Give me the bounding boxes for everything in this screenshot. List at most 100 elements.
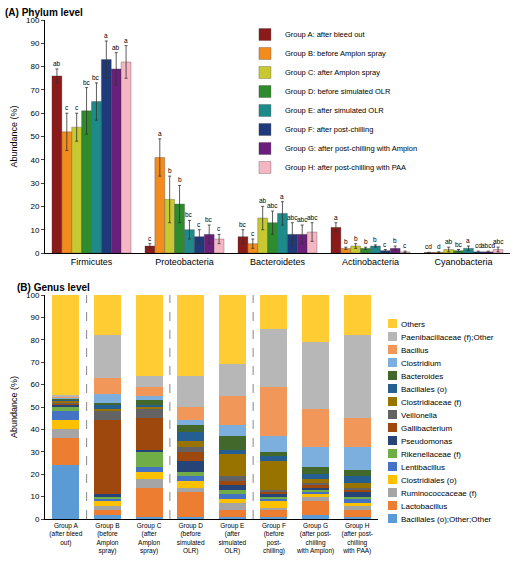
svg-text:bc: bc: [455, 241, 463, 248]
svg-text:abcd: abcd: [481, 242, 495, 249]
svg-text:70: 70: [30, 86, 39, 95]
svg-text:(B) Genus level: (B) Genus level: [17, 282, 90, 293]
svg-text:ab: ab: [112, 44, 120, 51]
svg-text:c: c: [65, 104, 69, 111]
svg-text:bc: bc: [185, 211, 193, 218]
html-text:Lentibacillus: Lentibacillus: [401, 463, 445, 472]
svg-text:abc: abc: [267, 202, 278, 209]
html-text:Bacillales (o): Bacillales (o): [401, 385, 447, 394]
svg-text:100: 100: [26, 291, 40, 300]
svg-text:ab: ab: [259, 197, 267, 204]
svg-text:bc: bc: [92, 74, 100, 81]
svg-text:Proteobacteria: Proteobacteria: [155, 257, 214, 267]
svg-text:Group H(after post-chillingwit: Group H(after post-chillingwith PAA): [341, 522, 372, 555]
html-text:Clostridiales (o): Clostridiales (o): [401, 476, 457, 485]
svg-text:Group E: after simulated OLR: Group E: after simulated OLR: [285, 106, 384, 115]
svg-text:a: a: [466, 237, 470, 244]
svg-text:b: b: [393, 237, 397, 244]
svg-text:abc: abc: [307, 214, 318, 221]
svg-text:60: 60: [30, 109, 39, 118]
html-text:Others: Others: [401, 320, 425, 329]
svg-text:d: d: [437, 243, 441, 250]
svg-text:a: a: [158, 130, 162, 137]
svg-text:b: b: [354, 235, 358, 242]
svg-text:90: 90: [30, 313, 39, 322]
svg-text:b: b: [168, 167, 172, 174]
svg-text:90: 90: [30, 39, 39, 48]
svg-text:40: 40: [30, 425, 39, 434]
html-text:Bacillus: Bacillus: [401, 346, 429, 355]
svg-text:abc: abc: [297, 216, 308, 223]
html-text:Clostridiaceae (f): Clostridiaceae (f): [401, 398, 462, 407]
svg-text:Group B(beforeAmplonspray): Group B(beforeAmplonspray): [95, 522, 119, 555]
html-text:Pseudomonas: Pseudomonas: [401, 437, 453, 446]
svg-text:Group A(after bleedout): Group A(after bleedout): [49, 522, 82, 547]
svg-text:10: 10: [30, 492, 39, 501]
svg-text:b: b: [344, 238, 348, 245]
svg-text:Bacteroidetes: Bacteroidetes: [250, 257, 306, 267]
html-text:Gallibacterium: Gallibacterium: [401, 424, 453, 433]
svg-text:ab: ab: [445, 238, 453, 245]
svg-text:Group A: after bleed out: Group A: after bleed out: [285, 30, 366, 39]
svg-text:50: 50: [30, 403, 39, 412]
svg-text:40: 40: [30, 156, 39, 165]
svg-text:c: c: [217, 225, 221, 232]
svg-text:Firmicutes: Firmicutes: [71, 257, 113, 267]
svg-text:cd: cd: [425, 243, 432, 250]
svg-text:Group D(beforesimulatedOLR): Group D(beforesimulatedOLR): [177, 522, 205, 555]
svg-text:bc: bc: [83, 79, 91, 86]
svg-text:c: c: [403, 242, 407, 249]
svg-text:Group D: before simulated OLR: Group D: before simulated OLR: [285, 87, 391, 96]
svg-text:100: 100: [26, 16, 40, 25]
svg-text:0: 0: [35, 515, 40, 524]
svg-text:80: 80: [30, 62, 39, 71]
svg-text:Group C(afterAmplonspray): Group C(afterAmplonspray): [137, 522, 162, 555]
svg-text:c: c: [197, 221, 201, 228]
svg-text:b: b: [178, 176, 182, 183]
svg-text:Group B: before Amplon spray: Group B: before Amplon spray: [285, 49, 386, 58]
svg-text:abc: abc: [287, 214, 298, 221]
html-text:Clostridium: Clostridium: [401, 359, 441, 368]
svg-text:50: 50: [30, 132, 39, 141]
svg-text:Abundance (%): Abundance (%): [9, 376, 19, 438]
svg-text:70: 70: [30, 358, 39, 367]
svg-text:ab: ab: [53, 60, 61, 67]
html-text:Paenibacillaceae (f);Other: Paenibacillaceae (f);Other: [401, 333, 494, 342]
svg-text:Group G: after post-chilling w: Group G: after post-chilling with Amplon: [285, 144, 417, 153]
svg-text:Group G(after post-chillingwit: Group G(after post-chillingwith Amplon): [296, 522, 334, 555]
svg-text:a: a: [334, 214, 338, 221]
html-text:Rikenellaceae (f): Rikenellaceae (f): [401, 450, 461, 459]
svg-text:Group H: after post-chilling w: Group H: after post-chilling with PAA: [285, 163, 406, 172]
svg-text:b: b: [373, 236, 377, 243]
svg-text:60: 60: [30, 380, 39, 389]
svg-text:20: 20: [30, 470, 39, 479]
svg-text:bc: bc: [239, 221, 247, 228]
svg-text:0: 0: [35, 249, 40, 258]
svg-text:20: 20: [30, 202, 39, 211]
svg-text:cd: cd: [475, 242, 482, 249]
svg-text:c: c: [251, 230, 255, 237]
svg-text:c: c: [148, 235, 152, 242]
svg-text:c: c: [383, 241, 387, 248]
html-text:Veillonella: Veillonella: [401, 411, 437, 420]
svg-text:Group E(aftersimulatedOLR): Group E(aftersimulatedOLR): [218, 522, 246, 555]
svg-text:a: a: [280, 193, 284, 200]
svg-text:Abundance (%): Abundance (%): [9, 105, 19, 167]
svg-text:abc: abc: [493, 238, 504, 245]
svg-text:(A) Phylum level: (A) Phylum level: [5, 7, 83, 18]
svg-text:10: 10: [30, 226, 39, 235]
svg-text:Group C: after Amplon spray: Group C: after Amplon spray: [285, 68, 380, 77]
svg-text:a: a: [104, 32, 108, 39]
svg-text:Actinobacteria: Actinobacteria: [342, 257, 399, 267]
svg-text:a: a: [124, 37, 128, 44]
svg-text:Cyanobacteria: Cyanobacteria: [434, 257, 492, 267]
svg-text:80: 80: [30, 336, 39, 345]
svg-text:30: 30: [30, 179, 39, 188]
svg-text:bc: bc: [205, 216, 213, 223]
svg-text:b: b: [364, 238, 368, 245]
svg-text:30: 30: [30, 448, 39, 457]
svg-text:c: c: [75, 104, 79, 111]
svg-text:Group F: after post-chilling: Group F: after post-chilling: [285, 125, 373, 134]
html-text:Bacteroides: Bacteroides: [401, 372, 444, 381]
svg-text:Group F(beforepost-chilling): Group F(beforepost-chilling): [262, 522, 286, 555]
